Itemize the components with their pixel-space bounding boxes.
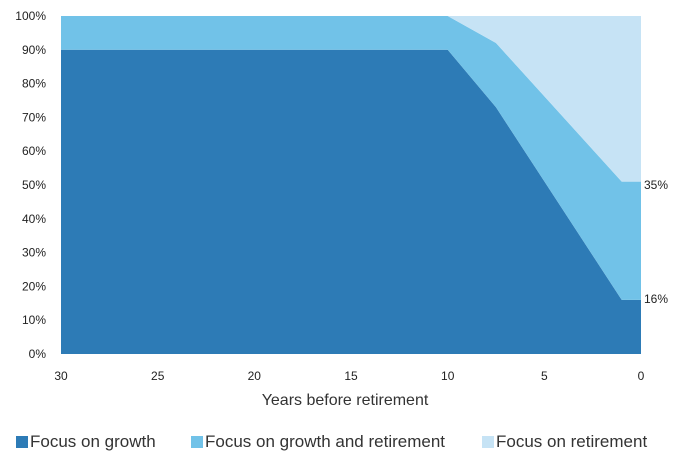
data-label-growth: 16% [644,292,668,306]
data-label-retirement: 35% [644,178,668,192]
y-tick-label: 70% [22,110,46,124]
y-tick-label: 30% [22,246,46,260]
y-tick-label: 40% [22,212,46,226]
legend-swatch-focus-on-retirement [482,436,494,448]
area-focus-on-growth-and-retirement [61,16,641,300]
x-tick-label: 25 [151,369,165,383]
y-tick-label: 90% [22,43,46,57]
y-tick-label: 80% [22,77,46,91]
area-layers [61,16,641,355]
y-tick-label: 0% [29,347,47,361]
x-tick-label: 20 [248,369,262,383]
y-tick-label: 50% [22,178,46,192]
legend-label-focus-on-growth: Focus on growth [30,432,156,451]
legend-label-focus-on-growth-and-retirement: Focus on growth and retirement [205,432,445,451]
x-axis-title: Years before retirement [262,392,429,409]
area-focus-on-growth [61,49,641,355]
y-tick-label: 10% [22,313,46,327]
x-tick-label: 5 [541,369,548,383]
y-axis: 0% 10% 20% 30% 40% 50% 60% 70% 80% 90% 100% [15,9,46,361]
x-tick-label: 0 [638,369,645,383]
y-tick-label: 60% [22,144,46,158]
legend-swatch-focus-on-growth-and-retirement [191,436,203,448]
legend: Focus on growth Focus on growth and retir… [16,432,647,451]
y-tick-label: 100% [15,9,46,23]
x-tick-label: 15 [344,369,358,383]
x-tick-label: 10 [441,369,455,383]
x-axis: 30 25 20 15 10 5 0 [54,369,644,383]
y-tick-label: 20% [22,279,46,293]
x-tick-label: 30 [54,369,68,383]
legend-label-focus-on-retirement: Focus on retirement [496,432,647,451]
legend-swatch-focus-on-growth [16,436,28,448]
area-focus-on-retirement [61,16,641,182]
